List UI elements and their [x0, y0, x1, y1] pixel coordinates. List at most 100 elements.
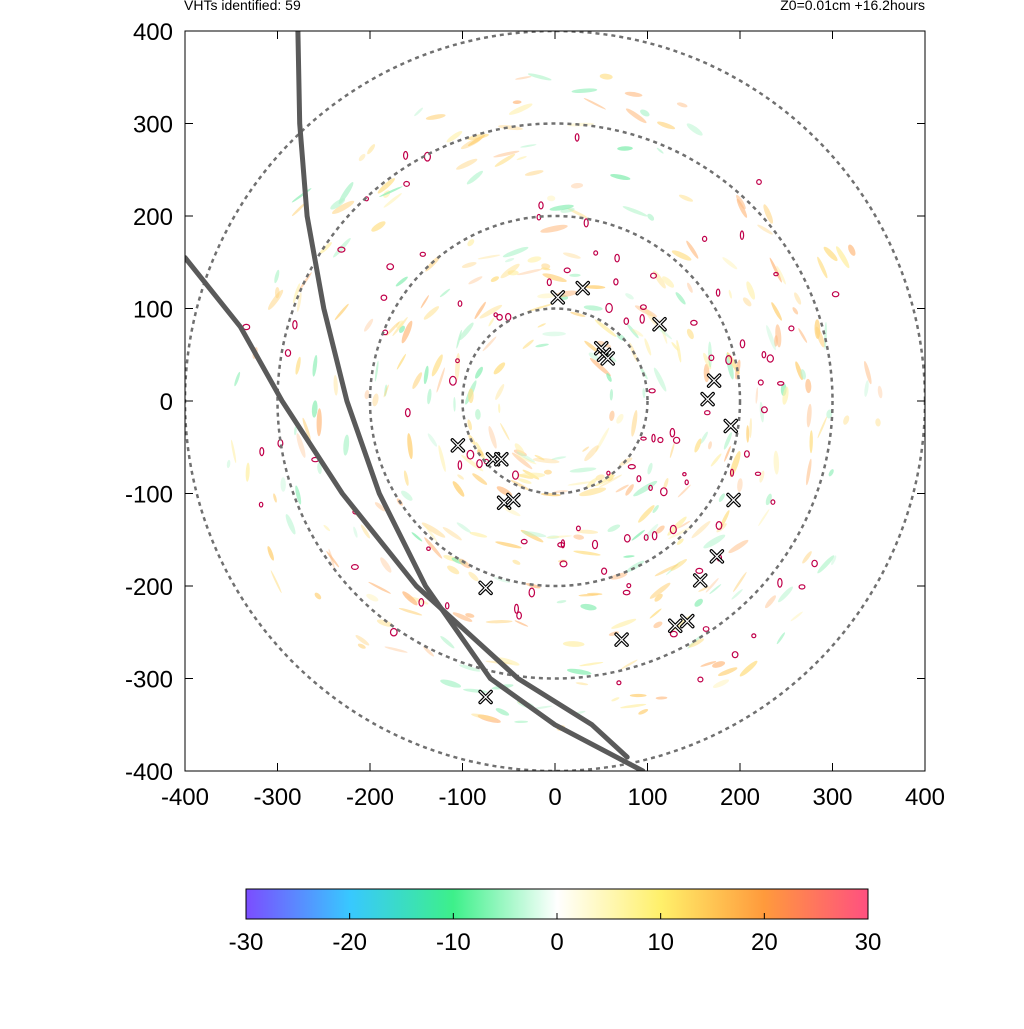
field-streak [831, 555, 837, 566]
contour [672, 436, 681, 444]
field-streak [663, 477, 669, 490]
contour [538, 201, 544, 210]
field-streak [331, 200, 355, 214]
field-streak [633, 480, 658, 497]
contour [770, 499, 776, 505]
field-streak [423, 365, 429, 385]
field-streak [503, 507, 521, 517]
field-streak [383, 193, 402, 208]
field-streak [580, 603, 597, 611]
vht-marker-fill [669, 619, 682, 632]
field-streak [722, 257, 738, 270]
vht-marker-fill [615, 633, 628, 646]
vht-marker [478, 689, 493, 705]
field-streak [456, 158, 478, 170]
field-streak [817, 416, 828, 439]
field-streak [790, 611, 803, 622]
vht-marker [575, 280, 590, 296]
field-streak [835, 246, 850, 269]
contour [284, 349, 292, 357]
field-streak [469, 532, 488, 538]
field-streak [316, 408, 322, 437]
contour [616, 680, 622, 686]
field-streak [330, 198, 346, 210]
y-tick-label: -200 [125, 574, 173, 601]
contour [751, 633, 757, 639]
contour [560, 539, 566, 549]
field-streak [274, 269, 280, 284]
field-streak [456, 329, 462, 349]
field-streak [726, 352, 734, 380]
field-streak [553, 490, 569, 494]
contour [389, 627, 398, 637]
contour [455, 358, 460, 364]
field-streak [471, 713, 496, 721]
field-streak [583, 97, 606, 110]
field-streak [802, 551, 812, 564]
field-streak [647, 462, 653, 475]
vht-marker [692, 573, 708, 588]
contour [648, 484, 653, 491]
field-streak [540, 224, 568, 233]
field-streak [414, 107, 424, 117]
field-streak [534, 454, 545, 461]
field-streak [541, 263, 551, 269]
contour [258, 501, 264, 508]
vht-marker [723, 418, 738, 434]
field-streak [482, 336, 497, 352]
field-streak [712, 679, 730, 689]
field-streak [477, 254, 501, 260]
colorbar-tick-label: -20 [332, 929, 367, 956]
field-streak [411, 532, 423, 542]
contour [593, 250, 599, 256]
field-streak [367, 144, 376, 155]
contour [777, 381, 785, 386]
field-streak [595, 474, 616, 487]
field-streak [875, 418, 881, 427]
field-streak [517, 268, 543, 276]
field-streak [622, 206, 648, 217]
field-streak [488, 425, 497, 449]
contour [623, 317, 630, 326]
field-streak [514, 443, 525, 456]
field-streak [594, 319, 617, 338]
field-streak [412, 372, 423, 389]
field-streak [759, 470, 765, 483]
contour [457, 300, 463, 307]
field-streak [295, 485, 302, 505]
field-streak [515, 76, 532, 80]
contour [466, 449, 475, 460]
field-streak [384, 384, 388, 397]
field-streak [468, 388, 474, 404]
contour [777, 577, 783, 588]
field-streak [638, 505, 655, 523]
field-streak [358, 153, 366, 162]
vht-marker-fill [451, 439, 464, 452]
field-streak [676, 538, 684, 545]
field-streak [537, 323, 546, 328]
field-streak [809, 430, 813, 454]
field-streak [794, 292, 802, 305]
contour [811, 559, 818, 568]
range-ring-300 [276, 122, 834, 680]
field-layer [226, 73, 883, 731]
field-streak [545, 535, 572, 539]
contour [626, 582, 632, 589]
contour [731, 651, 739, 659]
field-streak [649, 608, 662, 619]
field-streak [518, 472, 546, 479]
field-streak [490, 276, 500, 282]
field-streak [427, 433, 438, 447]
field-streak [440, 636, 455, 649]
field-streak [703, 363, 710, 383]
x-tick-label: -300 [253, 784, 301, 811]
contour [513, 603, 519, 614]
field-streak [495, 541, 522, 549]
field-streak [776, 632, 786, 645]
y-tick-label: 400 [133, 19, 173, 46]
field-streak [653, 367, 667, 392]
contour [623, 533, 631, 543]
field-streak [364, 390, 370, 400]
field-streak [620, 659, 638, 670]
field-streak [814, 319, 821, 339]
